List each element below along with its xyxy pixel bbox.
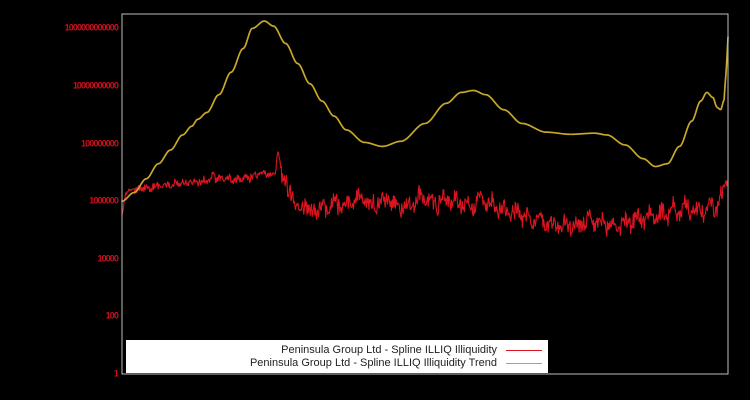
y-tick-label: 1000000000000 — [64, 22, 119, 33]
legend-entry-illiquidity-trend: Peninsula Group Ltd - Spline ILLIQ Illiq… — [126, 356, 548, 370]
y-tick-label: 100 — [105, 310, 119, 321]
chart-series-group — [121, 20, 729, 237]
y-tick-label: 1 — [113, 368, 119, 379]
legend-swatch-illiquidity — [506, 349, 542, 351]
y-tick-label: 10000 — [97, 253, 118, 264]
y-tick-label: 10000000000 — [72, 80, 119, 91]
legend-label-illiquidity-trend: Peninsula Group Ltd - Spline ILLIQ Illiq… — [249, 356, 497, 369]
legend-label-illiquidity: Peninsula Group Ltd - Spline ILLIQ Illiq… — [281, 343, 497, 356]
plot-area-frame — [121, 13, 729, 375]
chart-legend: Peninsula Group Ltd - Spline ILLIQ Illiq… — [126, 340, 548, 373]
chart-line-illiquidity — [121, 151, 729, 237]
y-tick-label: 1000000 — [89, 195, 119, 206]
chart-line-trend — [121, 20, 729, 203]
legend-entry-illiquidity: Peninsula Group Ltd - Spline ILLIQ Illiq… — [126, 343, 548, 357]
y-tick-label: 100000000 — [81, 138, 119, 149]
legend-swatch-illiquidity-trend — [506, 362, 542, 364]
